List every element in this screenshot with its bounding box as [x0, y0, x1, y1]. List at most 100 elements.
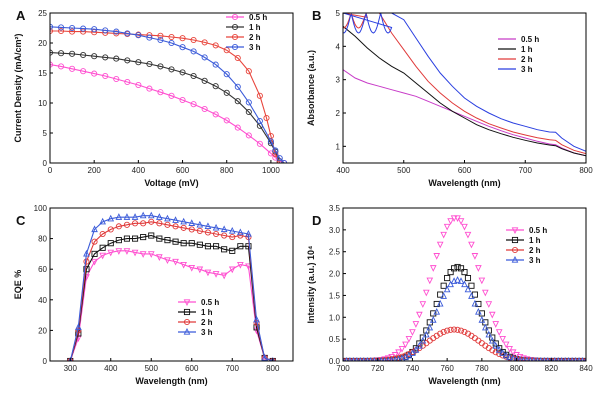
series-3-h-point [392, 356, 398, 361]
series-3-h-point [124, 30, 131, 37]
series-0-5-h-point [443, 223, 451, 231]
x-tick-label: 840 [579, 364, 593, 373]
series-0-5-h-point [69, 65, 76, 72]
legend-label: 1 h [249, 23, 261, 32]
legend-label: 3 h [529, 256, 541, 265]
x-tick-label: 400 [132, 166, 146, 175]
series-3-h-point [147, 211, 155, 219]
series-0-5-h-point [99, 252, 106, 260]
series-0-5-h-point [502, 341, 510, 349]
series-3-h-point [461, 280, 468, 288]
series-3-h-point [454, 276, 461, 283]
legend: 0.5 h1 h2 h3 h [178, 298, 219, 337]
series-3-h-point [488, 336, 496, 344]
series-3-h-point [267, 138, 274, 145]
series-2-h-point [444, 327, 451, 334]
series-1-h-point [107, 240, 114, 247]
series-0-5-h-line [343, 69, 586, 157]
series-2-h-point [113, 30, 120, 37]
legend-marker [231, 43, 239, 51]
series-1-h-point [430, 310, 437, 317]
series-1-h-point [478, 310, 485, 317]
x-tick-label: 200 [88, 166, 102, 175]
series-1-h-point [440, 282, 447, 289]
x-tick-label: 740 [406, 364, 420, 373]
series-2-h-point [131, 220, 139, 227]
y-tick-label: 80 [38, 235, 47, 244]
y-tick-label: 100 [34, 204, 48, 213]
series-0-5-h-point [475, 265, 482, 272]
series-3-h-point [172, 216, 179, 223]
series-0-5-h-point [433, 253, 441, 260]
series-3-h-point [382, 356, 387, 361]
series-1-h-line [69, 234, 273, 361]
series-1-h-line [343, 25, 586, 157]
series-1-h-point [168, 66, 175, 73]
series-3-h-point [212, 223, 220, 231]
series-1-h-point [91, 53, 98, 60]
series-0-5-h-point [461, 223, 468, 231]
y-tick-label: 5 [336, 9, 341, 18]
series-2-h-point [204, 229, 211, 236]
series-0-5-h-point [478, 277, 486, 285]
series-0-5-h-point [391, 352, 399, 359]
series-0-5-h-point [488, 311, 496, 319]
legend-label: 3 h [201, 328, 213, 337]
series-0-5-h-point [234, 124, 241, 131]
series-1-h-point [131, 235, 139, 242]
series-2-h-point [168, 33, 175, 41]
series-0-5-h-point [245, 132, 252, 139]
series-1-h-point [492, 340, 499, 347]
series-3-h-point [204, 222, 212, 230]
series-3-h-point [272, 147, 279, 154]
series-1-h-point [468, 282, 475, 289]
series-3-h-point [513, 355, 520, 361]
series-3-h-point [389, 356, 394, 361]
series-2-h-point [107, 226, 114, 233]
series-1-h-point [91, 250, 98, 257]
series-1-h-point [457, 265, 465, 272]
series-2-h-point [148, 218, 155, 225]
series-3-h-point [436, 299, 444, 307]
series-0-5-h-point [409, 329, 416, 336]
y-tick-label: 4 [336, 42, 341, 51]
y-tick-label: 3 [336, 76, 341, 85]
y-axis-label: Current Density (mA/cm²) [13, 33, 23, 142]
series-1-h-point [204, 243, 212, 250]
series-3-h-point [478, 316, 486, 323]
series-0-5-h-point [212, 111, 219, 118]
series-0-5-h-point [164, 257, 171, 265]
series-3-h-point [468, 292, 475, 299]
series-3-h-point [245, 230, 252, 237]
x-tick-label: 400 [336, 166, 350, 175]
legend-label: 0.5 h [201, 298, 219, 307]
series-0-5-h-point [440, 231, 447, 239]
series-0-5-h-point [113, 75, 120, 83]
series-0-5-h-point [457, 218, 465, 225]
legend-marker [183, 308, 191, 316]
series-3-h-point [107, 214, 115, 222]
y-tick-label: 1.0 [329, 313, 341, 322]
series-3-h-point [429, 316, 437, 323]
series-2-h-point [201, 39, 208, 46]
series-0-5-h-point [201, 105, 208, 113]
series-0-5-h-point [223, 117, 230, 124]
legend: 0.5 h1 h2 h3 h [506, 226, 547, 265]
series-1-h-point [156, 235, 163, 242]
series-1-h-point [461, 269, 468, 276]
series-1-h-point [444, 275, 451, 282]
series-0-5-h-point [107, 249, 115, 257]
series-0-5-h-point [80, 68, 87, 75]
series-0-5-h-point [471, 253, 479, 260]
legend-label: 0.5 h [521, 35, 539, 44]
series-0-5-h-point [402, 341, 409, 349]
series-1-h-point [245, 108, 252, 116]
x-tick-label: 500 [145, 364, 159, 373]
series-2-h-point [156, 220, 163, 227]
series-1-h-point [148, 232, 155, 239]
series-3-h-line [343, 13, 586, 152]
series-0-5-h-point [156, 254, 163, 261]
series-2-h-point [212, 230, 220, 238]
series-0-5-h-point [220, 272, 228, 280]
legend-label: 3 h [521, 65, 533, 74]
